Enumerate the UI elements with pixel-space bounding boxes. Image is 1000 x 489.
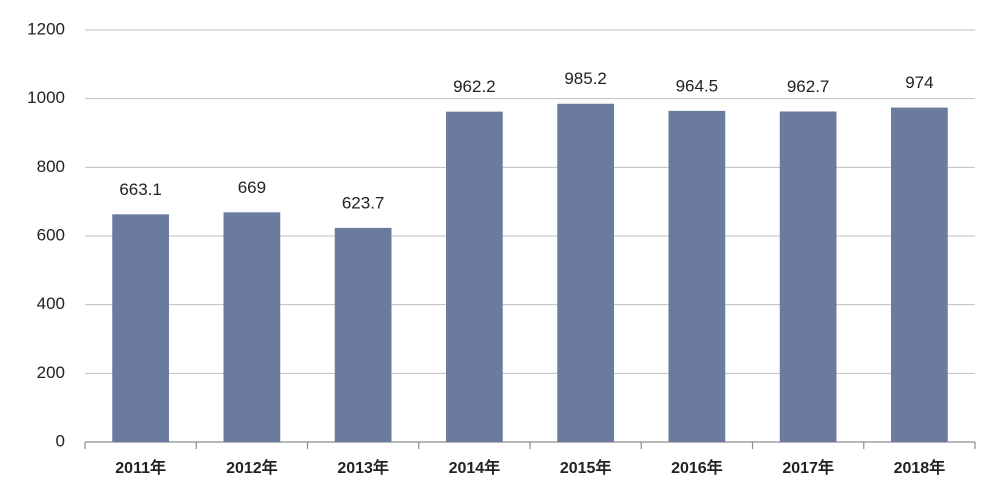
bar bbox=[891, 107, 948, 443]
data-label: 962.7 bbox=[787, 77, 830, 96]
bar bbox=[668, 110, 726, 442]
data-label: 985.2 bbox=[564, 69, 607, 88]
data-label: 962.2 bbox=[453, 77, 496, 96]
x-tick-label: 2018年 bbox=[894, 458, 946, 477]
x-tick-label: 2016年 bbox=[671, 458, 723, 477]
data-label: 663.1 bbox=[119, 180, 162, 199]
y-tick-label: 0 bbox=[56, 431, 65, 450]
x-tick-label: 2012年 bbox=[226, 458, 278, 477]
bar bbox=[779, 111, 837, 443]
data-label: 964.5 bbox=[676, 76, 719, 95]
y-tick-label: 600 bbox=[37, 225, 65, 244]
bar bbox=[446, 111, 503, 443]
x-tick-label: 2017年 bbox=[782, 458, 834, 477]
data-label: 669 bbox=[238, 178, 266, 197]
bar bbox=[112, 214, 169, 442]
y-tick-label: 1200 bbox=[27, 19, 65, 38]
data-label: 974 bbox=[905, 73, 933, 92]
y-tick-label: 400 bbox=[37, 294, 65, 313]
bar bbox=[223, 212, 281, 442]
x-tick-label: 2013年 bbox=[337, 458, 389, 477]
bar bbox=[557, 103, 614, 443]
x-tick-label: 2014年 bbox=[449, 458, 501, 477]
y-tick-label: 1000 bbox=[27, 88, 65, 107]
y-tick-label: 800 bbox=[37, 157, 65, 176]
y-tick-label: 200 bbox=[37, 363, 65, 382]
x-tick-label: 2011年 bbox=[115, 458, 166, 477]
bar bbox=[334, 227, 392, 442]
x-tick-label: 2015年 bbox=[560, 458, 612, 477]
data-label: 623.7 bbox=[342, 193, 385, 212]
